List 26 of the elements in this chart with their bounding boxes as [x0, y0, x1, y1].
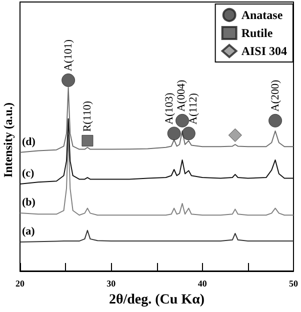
point [228, 128, 242, 142]
series-label: (a) [22, 226, 36, 238]
x-tick-label: 30 [106, 278, 116, 288]
x-axis-title: 2θ/deg. (Cu Kα) [108, 292, 205, 308]
series-label: (b) [22, 196, 36, 209]
series-label: (d) [22, 136, 36, 148]
x-tick-label: 50 [289, 278, 298, 288]
annotation: A(101) [62, 39, 74, 72]
annotation: A(103) [164, 92, 176, 124]
point [62, 73, 76, 87]
point [82, 134, 94, 146]
annotation: R(110) [81, 100, 94, 132]
legend-label: AISI 304 [241, 44, 288, 58]
annotation: A(200) [269, 80, 282, 112]
point [167, 126, 181, 140]
series-label: (c) [22, 168, 35, 180]
legend-label: Anatase [241, 8, 284, 22]
y-axis-title: Intensity (a.u.) [1, 102, 15, 178]
point [268, 114, 282, 128]
annotation: A(112) [188, 92, 200, 124]
legend-label: Rutile [241, 26, 274, 40]
point [182, 126, 196, 140]
point [176, 114, 190, 128]
x-tick-label: 40 [198, 278, 208, 288]
x-tick-label: 20 [16, 278, 25, 288]
annotation: A(004) [176, 80, 188, 112]
